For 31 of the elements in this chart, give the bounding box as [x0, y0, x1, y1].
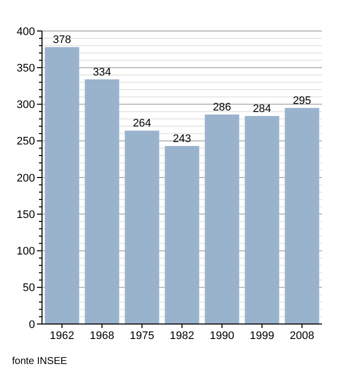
y-tick-label: 250	[16, 136, 35, 148]
source-note: fonte INSEE	[12, 356, 68, 367]
data-label: 264	[132, 118, 152, 130]
x-tick-label: 1975	[130, 330, 154, 342]
y-tick-label: 300	[16, 99, 35, 112]
bar	[44, 47, 80, 324]
data-label: 295	[292, 94, 312, 107]
x-tick-label: 1968	[90, 330, 114, 342]
data-label: 286	[212, 102, 232, 114]
data-label: 378	[52, 34, 72, 46]
data-label: 243	[172, 133, 192, 146]
x-tick-label: 1962	[50, 330, 74, 342]
bar	[204, 114, 240, 324]
y-tick-label: 100	[16, 246, 35, 258]
x-tick-label: 1999	[250, 330, 274, 342]
x-tick-label: 2008	[290, 330, 314, 342]
bar	[284, 108, 320, 324]
x-tick-label: 1982	[170, 330, 194, 342]
bar	[244, 116, 280, 324]
data-label: 334	[92, 66, 112, 78]
bar	[124, 130, 160, 324]
y-tick-label: 350	[16, 62, 35, 74]
x-tick-label: 1990	[210, 330, 234, 342]
bar	[84, 79, 120, 324]
y-tick-label: 50	[22, 282, 35, 294]
y-tick-label: 150	[16, 208, 35, 221]
bar	[164, 146, 200, 324]
data-label: 284	[252, 102, 272, 115]
y-tick-label: 200	[16, 172, 35, 184]
y-tick-label: 400	[16, 26, 35, 38]
y-tick-label: 0	[28, 318, 35, 331]
